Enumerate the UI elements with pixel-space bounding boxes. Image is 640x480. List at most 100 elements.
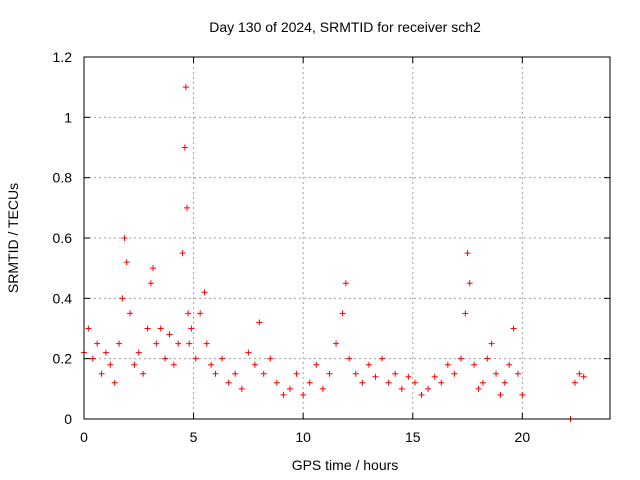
data-point: [405, 373, 412, 380]
data-point: [293, 370, 300, 377]
data-point: [464, 250, 471, 257]
data-points: [81, 84, 587, 422]
data-point: [359, 379, 366, 386]
data-point: [431, 373, 438, 380]
data-point: [162, 355, 169, 362]
chart-title: Day 130 of 2024, SRMTID for receiver sch…: [209, 19, 481, 35]
x-tick-label: 20: [515, 429, 531, 445]
data-point: [150, 265, 157, 272]
data-point: [157, 325, 164, 332]
data-point: [488, 340, 495, 347]
data-point: [438, 379, 445, 386]
data-point: [451, 370, 458, 377]
data-point: [94, 340, 101, 347]
data-point: [182, 84, 189, 91]
y-tick-label: 0.2: [53, 351, 73, 367]
data-point: [256, 319, 263, 326]
data-point: [506, 361, 513, 368]
data-point: [475, 385, 482, 392]
data-point: [484, 355, 491, 362]
data-point: [319, 385, 326, 392]
data-point: [333, 340, 340, 347]
data-point: [571, 379, 578, 386]
data-point: [576, 370, 583, 377]
data-point: [131, 361, 138, 368]
data-point: [127, 310, 134, 317]
axis-ticks: 0 5 10 15 20 0 0.2 0.4 0.6 0.8 1 1.2: [53, 49, 610, 445]
data-point: [85, 325, 92, 332]
data-point: [225, 379, 232, 386]
data-point: [144, 325, 151, 332]
data-point: [181, 144, 188, 151]
data-point: [179, 250, 186, 257]
data-point: [462, 310, 469, 317]
data-point: [385, 379, 392, 386]
data-point: [398, 385, 405, 392]
data-point: [306, 379, 313, 386]
data-point: [153, 340, 160, 347]
data-point: [147, 280, 154, 287]
x-tick-label: 5: [190, 429, 198, 445]
data-point: [123, 259, 130, 266]
data-point: [497, 391, 504, 398]
data-point: [379, 355, 386, 362]
data-point: [411, 379, 418, 386]
data-point: [392, 370, 399, 377]
data-point: [519, 391, 526, 398]
y-tick-label: 0: [64, 411, 72, 427]
data-point: [201, 289, 208, 296]
x-tick-label: 10: [295, 429, 311, 445]
data-point: [444, 361, 451, 368]
data-point: [365, 361, 372, 368]
data-point: [342, 280, 349, 287]
data-point: [188, 325, 195, 332]
data-point: [185, 310, 192, 317]
data-point: [121, 235, 128, 241]
data-point: [116, 340, 123, 347]
data-point: [175, 340, 182, 347]
data-point: [466, 280, 473, 287]
data-point: [238, 385, 245, 392]
data-point: [471, 361, 478, 368]
data-point: [232, 370, 239, 377]
data-point: [287, 385, 294, 392]
data-point: [192, 355, 199, 362]
data-point: [184, 204, 191, 211]
data-point: [273, 379, 280, 386]
data-point: [208, 361, 215, 368]
data-point: [203, 340, 210, 347]
data-point: [346, 355, 353, 362]
y-tick-label: 1.2: [53, 49, 73, 65]
data-point: [457, 355, 464, 362]
data-point: [186, 340, 193, 347]
data-point: [135, 349, 142, 356]
data-point: [510, 325, 517, 332]
data-point: [212, 370, 219, 377]
data-point: [418, 391, 425, 398]
data-point: [300, 391, 307, 398]
data-point: [102, 349, 109, 356]
data-point: [111, 379, 118, 386]
data-point: [251, 361, 258, 368]
data-point: [326, 370, 333, 377]
data-point: [245, 349, 252, 356]
data-point: [339, 310, 346, 317]
y-tick-label: 0.4: [53, 290, 73, 306]
data-point: [280, 391, 287, 398]
data-point: [372, 373, 379, 380]
data-point: [425, 385, 432, 392]
data-point: [313, 361, 320, 368]
y-tick-label: 1: [64, 109, 72, 125]
data-point: [119, 295, 126, 302]
data-point: [219, 355, 226, 362]
data-point: [197, 310, 204, 317]
x-tick-label: 15: [405, 429, 421, 445]
data-point: [514, 370, 521, 377]
data-point: [479, 379, 486, 386]
data-point: [501, 379, 508, 386]
data-point: [89, 355, 96, 362]
x-tick-label: 0: [80, 429, 88, 445]
data-point: [493, 370, 500, 377]
